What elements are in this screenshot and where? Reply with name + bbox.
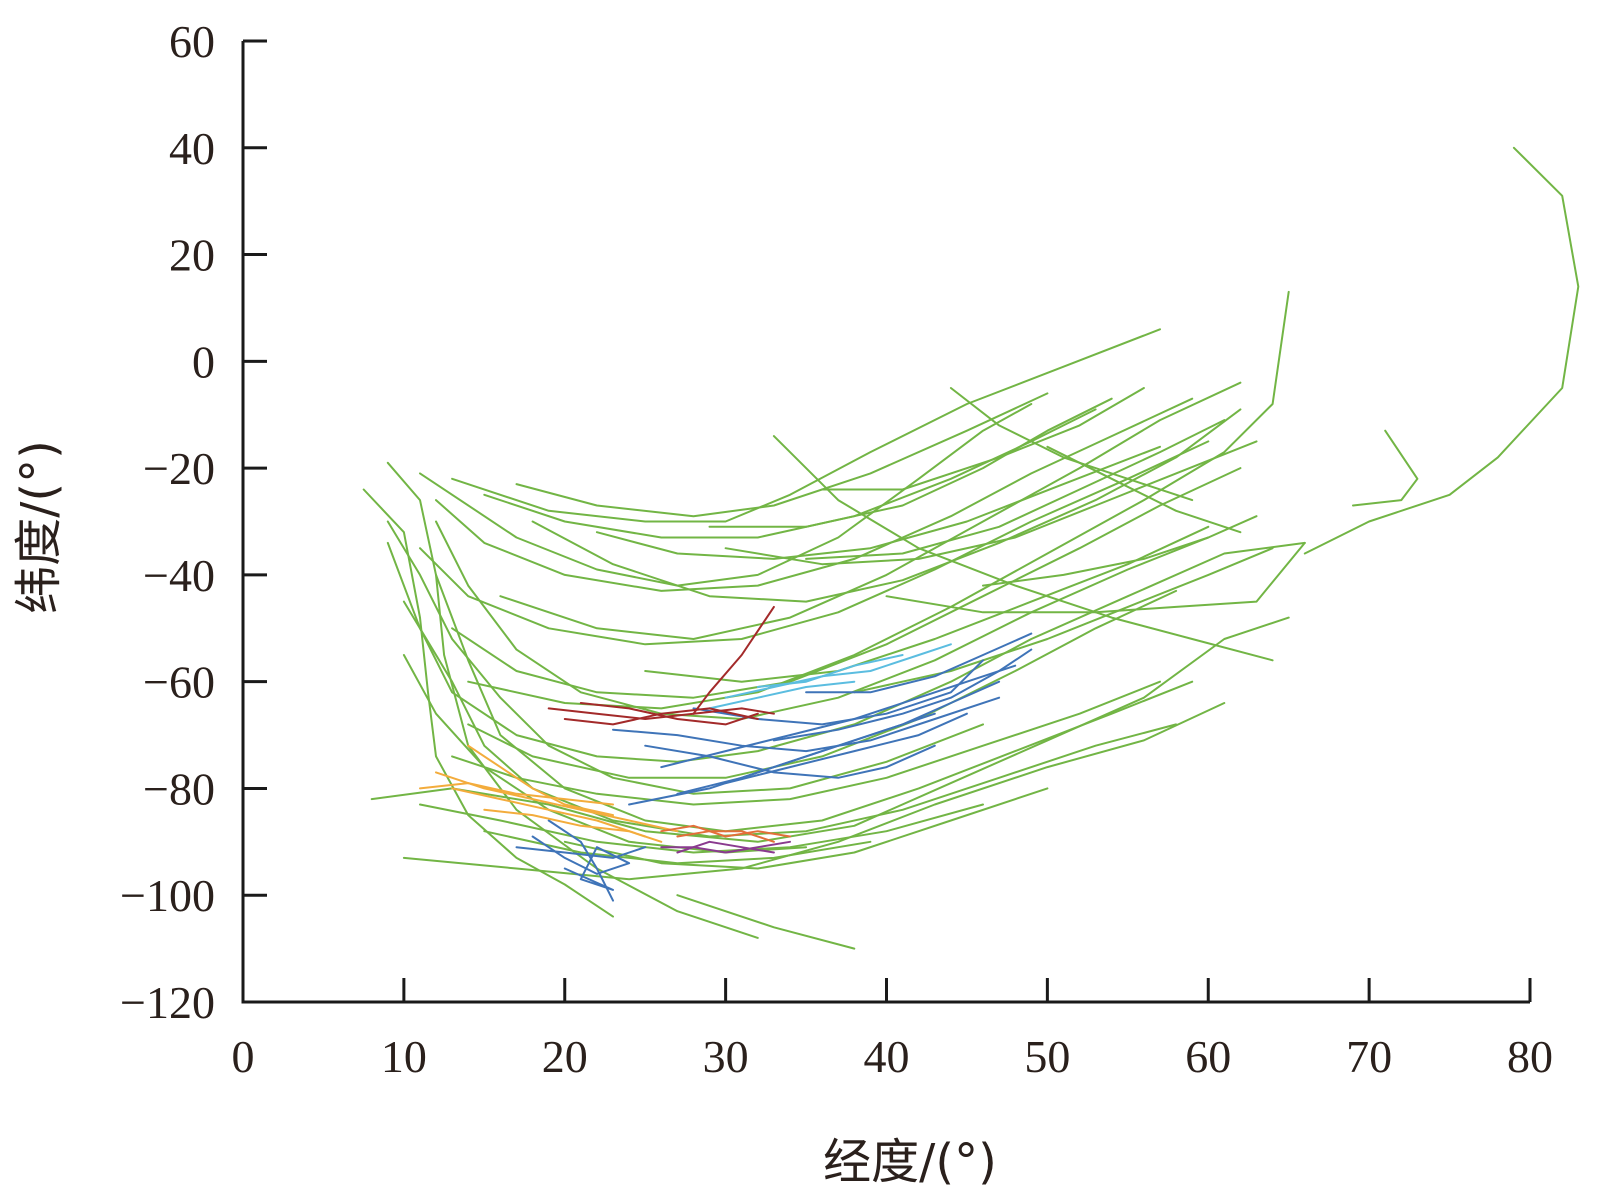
track-3-3 xyxy=(483,808,663,843)
series-4 xyxy=(547,605,775,726)
track-0-18 xyxy=(402,600,1178,838)
x-tick-label: 10 xyxy=(381,1031,427,1082)
track-2-0 xyxy=(724,643,952,699)
track-0-35 xyxy=(982,515,1258,587)
x-tick-label: 40 xyxy=(864,1031,910,1082)
track-0-12 xyxy=(708,397,1113,528)
trajectory-tracks xyxy=(362,146,1580,950)
track-6-0 xyxy=(660,840,791,854)
track-0-19 xyxy=(435,397,1194,592)
track-0-29 xyxy=(483,830,872,865)
x-tick-label: 20 xyxy=(542,1031,588,1082)
track-1-9 xyxy=(547,819,614,902)
track-0-5 xyxy=(370,616,1290,843)
track-0-14 xyxy=(1352,429,1419,507)
track-3-1 xyxy=(451,787,647,838)
track-0-39 xyxy=(853,547,1274,694)
track-1-3 xyxy=(644,744,936,779)
x-tick-label: 0 xyxy=(232,1031,255,1082)
track-2-2 xyxy=(708,680,856,710)
track-1-11 xyxy=(676,712,936,795)
track-0-9 xyxy=(531,408,1242,603)
y-tick-label: −80 xyxy=(143,763,215,814)
track-0-15 xyxy=(1303,146,1580,555)
series-6 xyxy=(660,840,791,854)
track-0-32 xyxy=(451,680,1161,806)
series-2 xyxy=(708,643,952,710)
track-3-2 xyxy=(467,744,614,817)
track-0-31 xyxy=(1046,445,1242,534)
track-0-21 xyxy=(451,467,1242,699)
track-0-10 xyxy=(772,435,1274,662)
series-1 xyxy=(515,632,1033,902)
track-4-1 xyxy=(563,707,759,726)
track-0-34 xyxy=(595,445,1161,560)
track-0-2 xyxy=(419,403,1033,587)
track-4-3 xyxy=(692,605,775,715)
track-0-6 xyxy=(402,702,1226,881)
series-3 xyxy=(419,744,679,843)
track-0-27 xyxy=(805,419,1226,560)
track-3-4 xyxy=(419,782,614,806)
axes: 60 40 20 0 −20 −40 −60 −80 −100 −120 0 10 20 30 40 50 60… xyxy=(120,16,1553,1082)
track-0-33 xyxy=(724,440,1258,566)
track-5-0 xyxy=(660,824,791,838)
x-tick-label: 30 xyxy=(703,1031,749,1082)
y-tick-label: 0 xyxy=(192,336,215,387)
track-0-22 xyxy=(467,589,1178,779)
track-4-2 xyxy=(579,702,759,726)
y-tick-label: 20 xyxy=(169,230,215,281)
track-0-38 xyxy=(644,525,1210,683)
x-axis-title: 经度/(°) xyxy=(823,1134,997,1190)
x-tick-label: 80 xyxy=(1507,1031,1553,1082)
y-axis-title: 纬度/(°) xyxy=(11,440,67,614)
y-tick-label: −100 xyxy=(120,870,215,921)
x-tick-label: 60 xyxy=(1185,1031,1231,1082)
track-1-5 xyxy=(724,712,968,785)
x-tick-label: 50 xyxy=(1024,1031,1070,1082)
track-0-0 xyxy=(362,488,614,918)
track-1-2 xyxy=(612,696,1001,753)
track-1-6 xyxy=(805,632,1033,694)
track-2-1 xyxy=(756,654,904,688)
track-0-30 xyxy=(949,387,1194,502)
track-0-24 xyxy=(386,520,984,795)
track-0-7 xyxy=(467,290,1290,710)
track-5-1 xyxy=(676,830,775,843)
y-tick-label: −20 xyxy=(143,443,215,494)
track-1-10 xyxy=(772,648,1033,742)
y-tick-label: 60 xyxy=(169,16,215,67)
track-0-8 xyxy=(499,381,1242,640)
track-0-3 xyxy=(451,328,1161,523)
track-0-4 xyxy=(386,541,1306,763)
series-5 xyxy=(660,824,791,843)
track-6-1 xyxy=(676,840,775,854)
x-tick-label: 70 xyxy=(1346,1031,1392,1082)
track-0-26 xyxy=(515,392,1049,518)
track-0-20 xyxy=(419,440,1210,646)
series-0 xyxy=(362,146,1580,950)
y-tick-label: −40 xyxy=(143,550,215,601)
y-tick-label: −120 xyxy=(120,977,215,1028)
y-tick-label: −60 xyxy=(143,657,215,708)
track-0-16 xyxy=(676,894,856,950)
track-0-37 xyxy=(419,803,984,854)
y-tick-label: 40 xyxy=(169,123,215,174)
track-0-25 xyxy=(483,408,1097,539)
